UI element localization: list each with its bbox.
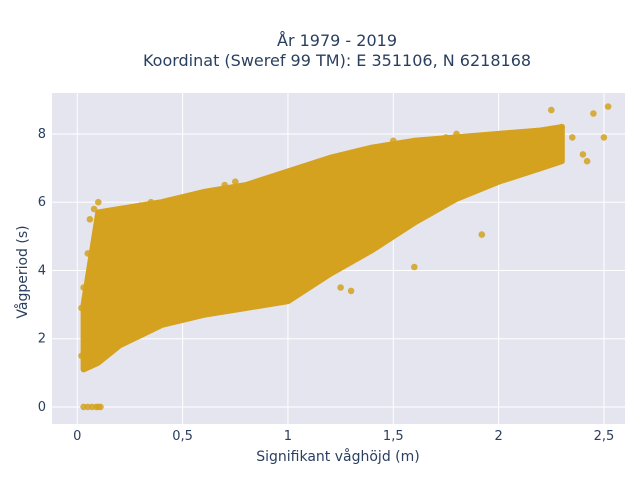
scatter-point: [604, 103, 612, 110]
chart-title-line1: År 1979 - 2019: [277, 31, 397, 50]
scatter-point: [200, 216, 207, 223]
x-tick-label: 0,5: [172, 429, 193, 444]
x-tick-label: 2: [494, 429, 502, 444]
scatter-point: [337, 284, 344, 291]
scatter-point: [84, 250, 92, 257]
scatter-point: [411, 263, 418, 271]
scatter-point: [347, 287, 355, 295]
scatter-point: [252, 277, 260, 285]
scatter-point: [390, 137, 397, 145]
scatter-point: [295, 171, 302, 179]
y-tick-label: 0: [38, 400, 46, 415]
scatter-point: [95, 198, 102, 206]
y-axis-title: Vågperiod (s): [14, 225, 31, 318]
scatter-point: [548, 106, 555, 114]
scatter-point: [337, 212, 344, 220]
scatter-point: [379, 147, 387, 155]
scatter-point: [326, 260, 334, 267]
y-tick-label: 2: [38, 332, 46, 347]
scatter-point: [210, 192, 218, 199]
scatter-point: [400, 198, 408, 206]
scatter-point: [80, 284, 87, 291]
scatter-point: [274, 233, 281, 240]
scatter-point: [168, 287, 176, 295]
scatter-point: [453, 157, 460, 165]
x-tick-label: 1: [284, 429, 292, 444]
scatter-point: [453, 130, 460, 138]
scatter-point: [86, 216, 94, 223]
scatter-point: [463, 164, 471, 172]
scatter-point: [583, 157, 591, 165]
y-tick-label: 6: [38, 195, 46, 210]
scatter-point: [284, 181, 292, 189]
scatter-point: [579, 151, 587, 158]
x-axis-ticks: 0 0,5 1 1,5 2 2,5: [73, 429, 614, 444]
scatter-point: [99, 233, 106, 240]
scatter-point: [189, 301, 197, 308]
scatter-point: [368, 157, 376, 165]
scatter-point: [526, 151, 534, 158]
x-axis-title: Signifikant våghöjd (m): [256, 448, 419, 465]
scatter-point: [116, 250, 123, 257]
scatter-point: [78, 352, 85, 360]
x-tick-label: 0: [73, 429, 81, 444]
scatter-point: [368, 185, 376, 192]
y-tick-label: 8: [38, 127, 46, 142]
scatter-point: [484, 144, 492, 151]
scatter-point: [390, 171, 397, 179]
scatter-point: [232, 178, 239, 185]
chart-title-line2: Koordinat (Sweref 99 TM): E 351106, N 62…: [143, 51, 531, 70]
scatter-point: [263, 287, 271, 295]
scatter-point: [137, 202, 144, 209]
scatter-point: [516, 147, 523, 155]
x-tick-label: 2,5: [594, 429, 615, 444]
scatter-point: [590, 110, 597, 117]
scatter-point: [537, 130, 544, 138]
scatter-point: [90, 205, 98, 213]
scatter-point: [179, 301, 186, 308]
scatter-point: [316, 233, 323, 240]
scatter-point: [411, 154, 418, 162]
scatter-point: [126, 205, 134, 213]
scatter-point: [505, 130, 513, 138]
scatter-point: [305, 164, 313, 172]
scatter-point: [569, 134, 576, 141]
scatter-point: [442, 134, 450, 141]
scatter-point: [421, 178, 429, 185]
scatter-point: [147, 198, 155, 206]
scatter-point: [600, 134, 608, 141]
scatter-point: [478, 231, 486, 238]
y-axis-ticks: 0 2 4 6 8: [38, 127, 46, 415]
scatter-point: [358, 205, 366, 213]
scatter-point: [495, 137, 502, 145]
scatter-point: [432, 147, 439, 155]
scatter-point: [105, 267, 113, 274]
scatter-point: [474, 181, 481, 189]
scatter-point: [97, 403, 104, 411]
scatter-point: [558, 123, 566, 131]
x-tick-label: 1,5: [383, 429, 404, 444]
scatter-point: [242, 246, 250, 254]
scatter-point: [432, 164, 439, 172]
scatter-point: [158, 260, 165, 267]
y-tick-label: 4: [38, 263, 46, 278]
scatter-point: [78, 304, 85, 312]
data-points: [78, 103, 612, 411]
scatter-point: [221, 181, 228, 189]
scatter-point: [347, 178, 355, 185]
